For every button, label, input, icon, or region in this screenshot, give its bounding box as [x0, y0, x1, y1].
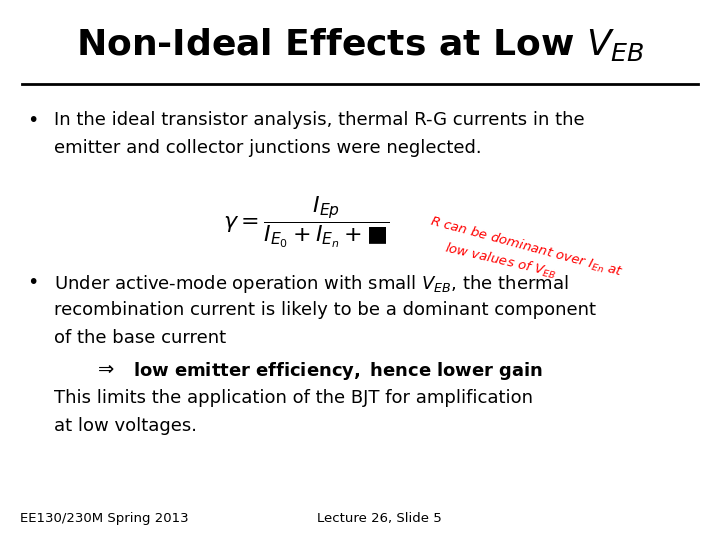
Text: Non-Ideal Effects at Low $V_{EB}$: Non-Ideal Effects at Low $V_{EB}$	[76, 26, 644, 63]
Text: EE130/230M Spring 2013: EE130/230M Spring 2013	[20, 512, 189, 525]
Text: Under active-mode operation with small $V_{EB}$, the thermal: Under active-mode operation with small $…	[54, 273, 569, 295]
Text: of the base current: of the base current	[54, 329, 226, 347]
Text: low values of $\mathit{V_{EB}}$: low values of $\mathit{V_{EB}}$	[443, 240, 557, 281]
Text: $\it{R}$ can be dominant over $\mathit{I_{En}}$ at: $\it{R}$ can be dominant over $\mathit{I…	[428, 213, 625, 280]
Text: $\mathbf{low\ emitter\ efficiency,\ hence\ lower\ gain}$: $\mathbf{low\ emitter\ efficiency,\ henc…	[133, 360, 543, 382]
Text: •: •	[27, 273, 39, 292]
Text: •: •	[27, 111, 39, 130]
Text: at low voltages.: at low voltages.	[54, 417, 197, 435]
Text: Lecture 26, Slide 5: Lecture 26, Slide 5	[317, 512, 441, 525]
Text: emitter and collector junctions were neglected.: emitter and collector junctions were neg…	[54, 139, 482, 157]
Text: $\Rightarrow$: $\Rightarrow$	[94, 360, 120, 379]
Text: recombination current is likely to be a dominant component: recombination current is likely to be a …	[54, 301, 596, 319]
Text: This limits the application of the BJT for amplification: This limits the application of the BJT f…	[54, 389, 533, 407]
Text: In the ideal transistor analysis, thermal R-G currents in the: In the ideal transistor analysis, therma…	[54, 111, 585, 129]
Text: $\gamma = \dfrac{I_{Ep}}{I_{E_0} + I_{E_n} + \blacksquare}$: $\gamma = \dfrac{I_{Ep}}{I_{E_0} + I_{E_…	[223, 195, 390, 250]
